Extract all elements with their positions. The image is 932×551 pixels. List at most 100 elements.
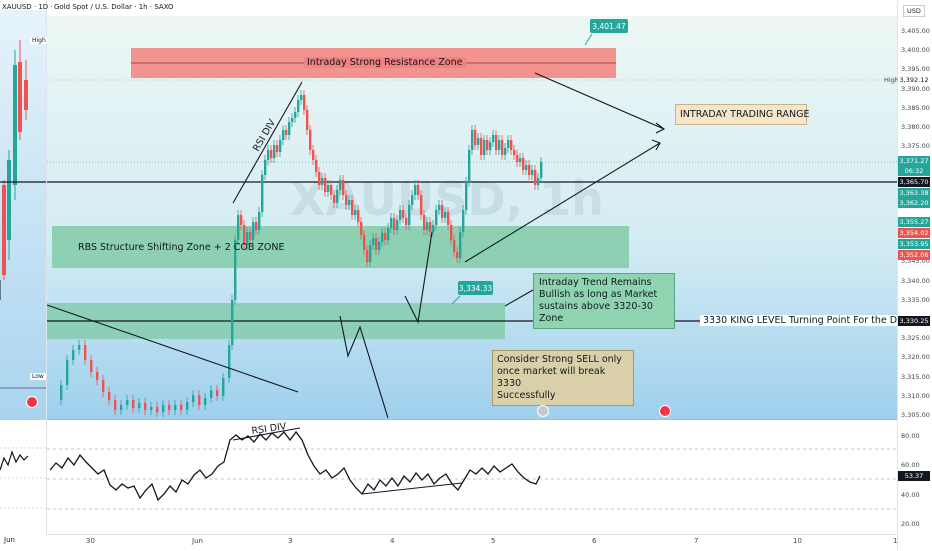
candle	[396, 220, 399, 230]
time-axis[interactable]	[46, 534, 897, 551]
price-tick: 3,345.00	[901, 257, 930, 266]
candle	[471, 130, 474, 150]
rsi-tick-80: 80.00	[901, 432, 920, 440]
rsi-div-trendline	[232, 81, 303, 204]
candle	[507, 140, 510, 148]
candle	[381, 233, 384, 242]
candle	[525, 165, 528, 170]
candle	[438, 205, 441, 210]
trend-note-line-3: sustains above 3320-30 Zone	[539, 301, 653, 324]
candle	[414, 185, 417, 195]
candle	[444, 212, 447, 218]
descending-trendline	[46, 304, 299, 393]
price-tick: 3,335.00	[901, 295, 930, 304]
candle	[360, 222, 363, 235]
candle	[306, 110, 309, 130]
candle	[393, 218, 396, 230]
candle	[78, 345, 81, 350]
arrow-head-lower	[651, 139, 661, 151]
candle	[72, 350, 75, 360]
candle	[411, 195, 414, 205]
range-arrow-lower	[464, 142, 661, 263]
candle	[279, 140, 282, 152]
lightning-event-icon[interactable]	[537, 405, 549, 417]
candle	[333, 195, 336, 203]
candle	[126, 400, 129, 405]
candle	[465, 182, 468, 210]
candle	[102, 380, 105, 392]
candle	[390, 218, 393, 228]
candle	[162, 405, 165, 412]
candle	[519, 158, 522, 162]
price-tick: 3,390.00	[901, 84, 930, 93]
price-tick: 3,325.00	[901, 334, 930, 343]
candle	[384, 233, 387, 240]
sell-note-line-3: Successfully	[497, 390, 556, 401]
candle	[216, 390, 219, 396]
candle	[180, 405, 183, 410]
time-label-6: 6	[592, 537, 597, 545]
trend-note-line-2: Bullish as long as Market	[539, 289, 658, 300]
candle	[366, 250, 369, 262]
candle	[387, 228, 390, 240]
candle	[447, 212, 450, 225]
time-label-jun: Jun	[192, 537, 203, 545]
trading-range-label: INTRADAY TRADING RANGE	[675, 104, 809, 125]
daily-chart-panel[interactable]	[0, 0, 47, 550]
candle	[420, 195, 423, 215]
candle	[234, 240, 237, 300]
candle	[210, 390, 213, 398]
candle	[267, 150, 270, 160]
rsi-pane: RSI DIV	[47, 421, 897, 510]
candle	[327, 185, 330, 192]
price-pane-background	[47, 16, 897, 419]
candle	[90, 360, 93, 372]
support-price-text: 3,334.33	[459, 284, 493, 293]
price-label-3353: 3,353.95	[898, 239, 930, 249]
price-axis[interactable]	[897, 0, 932, 550]
level-price-label: 3,365.70	[898, 177, 930, 187]
candle	[303, 95, 306, 110]
candle	[300, 95, 303, 100]
rsi-div-osc-label: RSI DIV	[251, 421, 288, 437]
last-price-label: 3,371.27	[898, 156, 930, 166]
chart-symbol-title[interactable]: Gold Spot / U.S. Dollar · 1h · SAXO	[54, 3, 174, 11]
candle	[402, 210, 405, 218]
candle	[132, 400, 135, 408]
rsi-line	[49, 430, 541, 502]
price-tick: 3,405.00	[901, 27, 930, 35]
price-tick: 3,400.00	[901, 46, 930, 55]
candle	[540, 162, 543, 178]
trend-note-line-1: Intraday Trend Remains	[539, 277, 652, 288]
event-flag-icon[interactable]	[26, 396, 38, 408]
candle	[357, 210, 360, 222]
candle	[318, 172, 321, 185]
candle	[342, 180, 345, 195]
candle	[534, 170, 537, 185]
resistance-zone-label: Intraday Strong Resistance Zone	[304, 57, 466, 68]
daily-low-label: Low	[30, 373, 46, 380]
candle	[324, 178, 327, 192]
king-level-price-label: 3,330.25	[898, 316, 930, 326]
time-label-10: 10	[793, 537, 802, 545]
candle	[486, 140, 489, 150]
candle	[273, 145, 276, 158]
sell-note-line-1: Consider Strong SELL only	[497, 354, 622, 365]
candle	[405, 218, 408, 225]
target-price-text: 3,401.47	[592, 22, 626, 31]
rsi-pane-background	[47, 420, 897, 534]
candle	[108, 392, 111, 400]
price-label-3363: 3,363.38	[898, 188, 930, 198]
candle	[537, 178, 540, 185]
currency-label[interactable]: USD	[903, 5, 925, 17]
candle	[261, 175, 264, 212]
candle	[198, 395, 201, 405]
price-tick: 3,305.00	[901, 411, 930, 419]
economic-event-flag-icon[interactable]	[659, 405, 671, 417]
candle	[204, 398, 207, 405]
main-chart-canvas[interactable]: XAUUSD, 1h 3,401.47 3,334.33	[0, 0, 897, 550]
time-label-3: 3	[288, 537, 293, 545]
price-label-3354: 3,354.02	[898, 228, 930, 238]
arrow-head-upper	[655, 122, 666, 134]
candle	[252, 222, 255, 240]
